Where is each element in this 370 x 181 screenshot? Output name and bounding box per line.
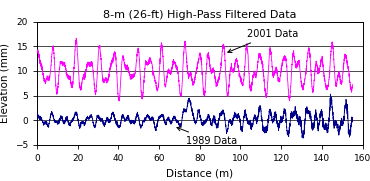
Y-axis label: Elevation (mm): Elevation (mm) [0, 43, 9, 123]
Title: 8-m (26-ft) High-Pass Filtered Data: 8-m (26-ft) High-Pass Filtered Data [103, 10, 296, 20]
Text: 2001 Data: 2001 Data [228, 29, 298, 52]
Text: 1989 Data: 1989 Data [177, 127, 237, 146]
X-axis label: Distance (m): Distance (m) [166, 168, 233, 178]
